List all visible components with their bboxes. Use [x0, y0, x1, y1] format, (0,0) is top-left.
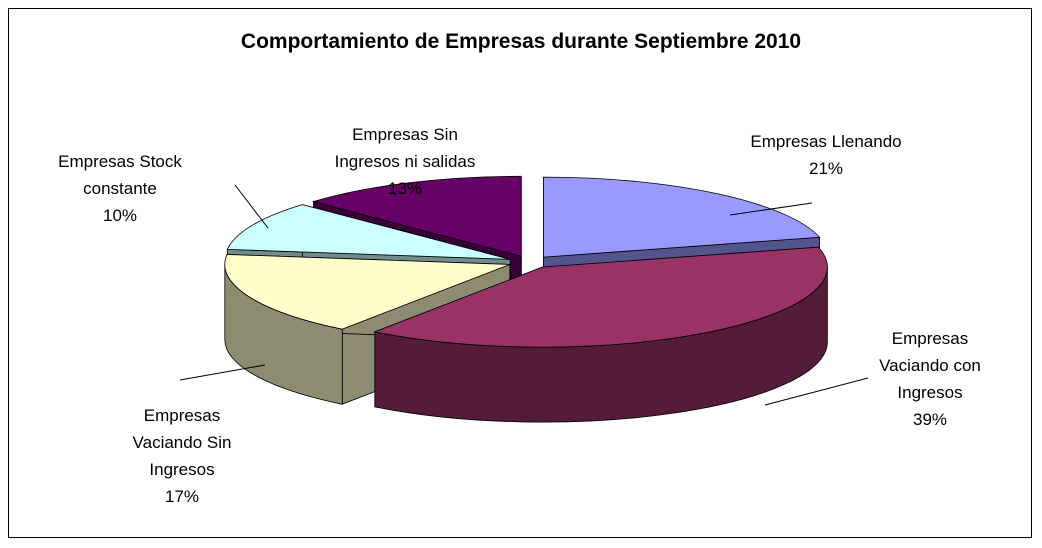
value-label: 13% — [387, 179, 423, 198]
slice — [226, 204, 511, 260]
value-label: 17% — [164, 487, 200, 506]
leader-lines — [179, 184, 869, 406]
slice-label: Empresas Vaciando con Ingresos 39% — [875, 325, 985, 433]
slice-label: Empresas Stock constante 10% — [45, 148, 195, 229]
value-label: 39% — [912, 410, 948, 429]
slice — [543, 176, 821, 258]
category-label: Empresas Vaciando Sin Ingresos — [132, 406, 232, 479]
value-label: 21% — [808, 159, 844, 178]
value-label: 10% — [102, 206, 138, 225]
slice-label: Empresas Sin Ingresos ni salidas 13% — [325, 121, 485, 202]
slice — [373, 246, 828, 348]
category-label: Empresas Vaciando con Ingresos — [879, 329, 981, 402]
leader-line — [234, 184, 269, 229]
category-label: Empresas Sin Ingresos ni salidas — [334, 125, 476, 171]
category-label: Empresas Stock constante — [58, 152, 182, 198]
leader-line — [729, 202, 813, 216]
slice — [312, 175, 522, 257]
chart-frame — [8, 8, 1032, 538]
leader-line — [764, 377, 869, 406]
leader-line — [179, 364, 266, 381]
slice — [224, 254, 510, 330]
slice-label: Empresas Vaciando Sin Ingresos 17% — [127, 402, 237, 510]
slice-label: Empresas Llenando 21% — [726, 128, 926, 182]
chart-title: Comportamiento de Empresas durante Septi… — [240, 30, 802, 53]
pie — [224, 175, 828, 423]
category-label: Empresas Llenando — [750, 132, 902, 151]
